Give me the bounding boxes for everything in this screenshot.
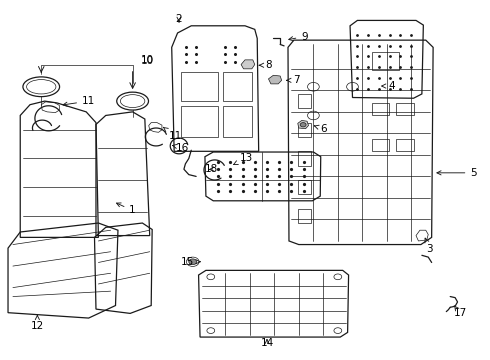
Text: 11: 11: [163, 127, 182, 141]
Bar: [298, 94, 312, 108]
Text: 17: 17: [453, 306, 466, 318]
Text: 3: 3: [425, 238, 433, 254]
Polygon shape: [269, 75, 282, 84]
Bar: [396, 103, 414, 116]
Bar: [298, 180, 312, 194]
Bar: [372, 103, 389, 116]
Bar: [223, 72, 252, 101]
Bar: [223, 107, 252, 137]
Text: 11: 11: [63, 96, 95, 106]
Bar: [298, 123, 312, 137]
Circle shape: [189, 259, 196, 265]
Bar: [372, 52, 399, 69]
Text: 8: 8: [259, 60, 272, 70]
Circle shape: [300, 123, 306, 127]
Text: 12: 12: [31, 315, 44, 331]
Text: 13: 13: [234, 153, 253, 165]
Text: 16: 16: [172, 143, 189, 153]
Text: 2: 2: [176, 14, 182, 24]
Text: 10: 10: [141, 54, 154, 64]
Text: 9: 9: [289, 32, 308, 41]
Bar: [372, 139, 389, 151]
Text: 4: 4: [382, 81, 395, 91]
Bar: [298, 209, 312, 223]
Polygon shape: [298, 121, 309, 129]
Text: 1: 1: [117, 203, 136, 216]
Bar: [181, 107, 218, 137]
Polygon shape: [241, 60, 255, 69]
Text: 7: 7: [287, 75, 299, 85]
Bar: [396, 139, 414, 151]
Text: 5: 5: [437, 168, 477, 178]
Text: 14: 14: [260, 338, 273, 348]
Text: 15: 15: [181, 257, 200, 267]
Bar: [181, 72, 218, 101]
Text: 10: 10: [141, 56, 154, 66]
Text: 18: 18: [205, 164, 219, 174]
Text: 6: 6: [314, 124, 326, 134]
Bar: [298, 151, 312, 166]
